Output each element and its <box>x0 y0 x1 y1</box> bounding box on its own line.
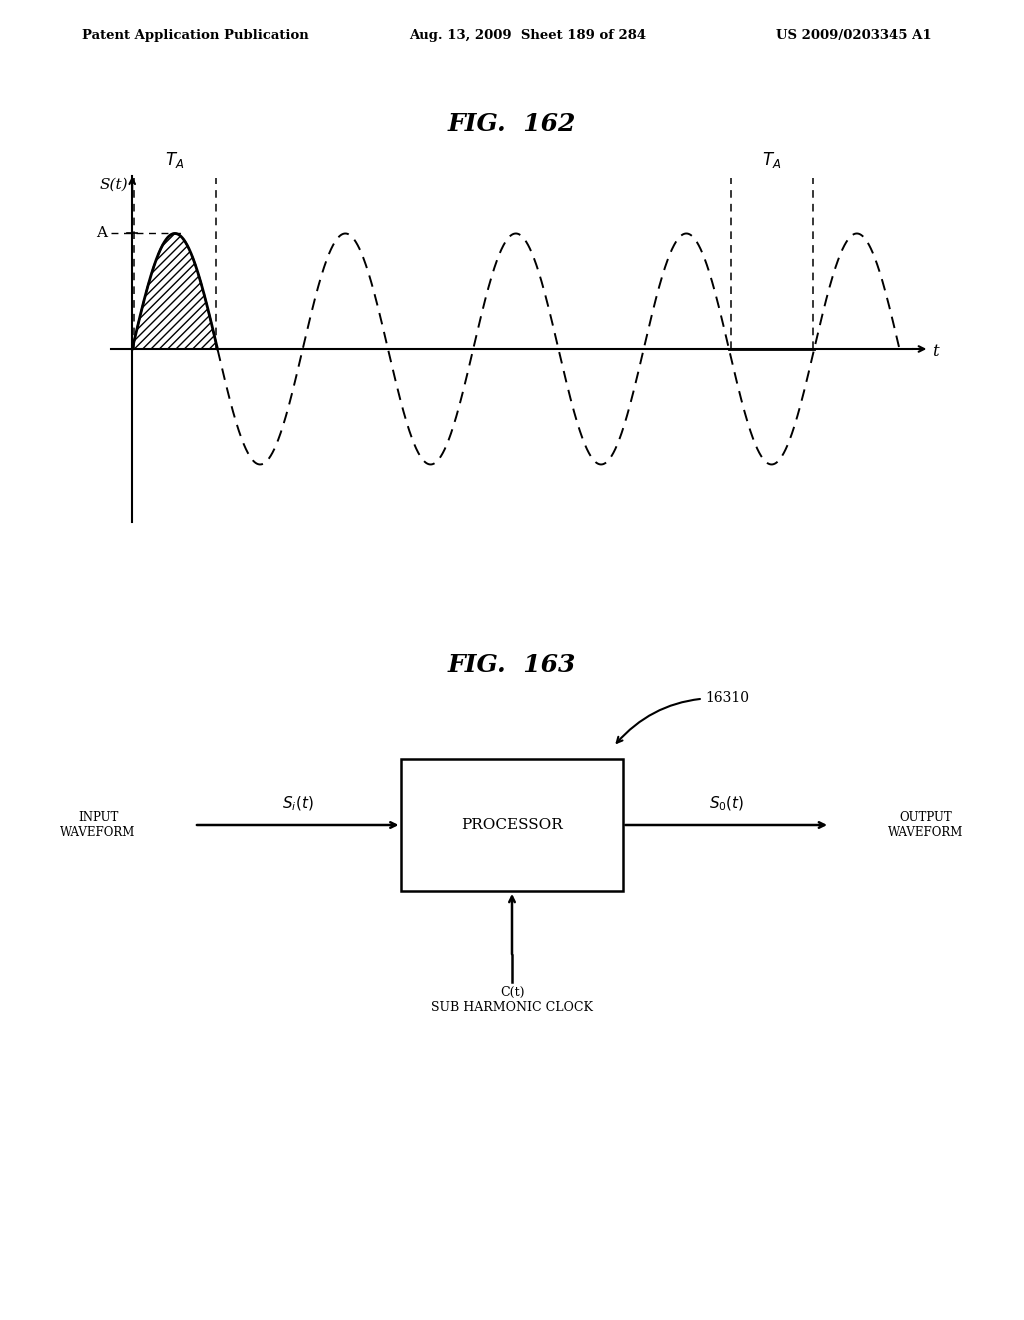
Text: $S_0(t)$: $S_0(t)$ <box>709 795 744 813</box>
Text: PROCESSOR: PROCESSOR <box>461 818 563 832</box>
Text: FIG.  163: FIG. 163 <box>447 653 577 677</box>
Text: US 2009/0203345 A1: US 2009/0203345 A1 <box>776 29 932 42</box>
Text: $S_i(t)$: $S_i(t)$ <box>282 795 313 813</box>
Text: 16310: 16310 <box>616 692 750 743</box>
Text: A: A <box>95 227 106 240</box>
Text: Patent Application Publication: Patent Application Publication <box>82 29 308 42</box>
Text: Aug. 13, 2009  Sheet 189 of 284: Aug. 13, 2009 Sheet 189 of 284 <box>410 29 647 42</box>
Text: INPUT
WAVEFORM: INPUT WAVEFORM <box>60 810 136 840</box>
Text: t: t <box>932 343 938 360</box>
Text: OUTPUT
WAVEFORM: OUTPUT WAVEFORM <box>888 810 964 840</box>
Text: FIG.  162: FIG. 162 <box>447 112 577 136</box>
Text: $T_A$: $T_A$ <box>762 150 781 170</box>
Text: $T_A$: $T_A$ <box>165 150 184 170</box>
Bar <box>401 759 623 891</box>
Text: C(t)
SUB HARMONIC CLOCK: C(t) SUB HARMONIC CLOCK <box>431 986 593 1014</box>
Text: S(t): S(t) <box>99 178 128 191</box>
